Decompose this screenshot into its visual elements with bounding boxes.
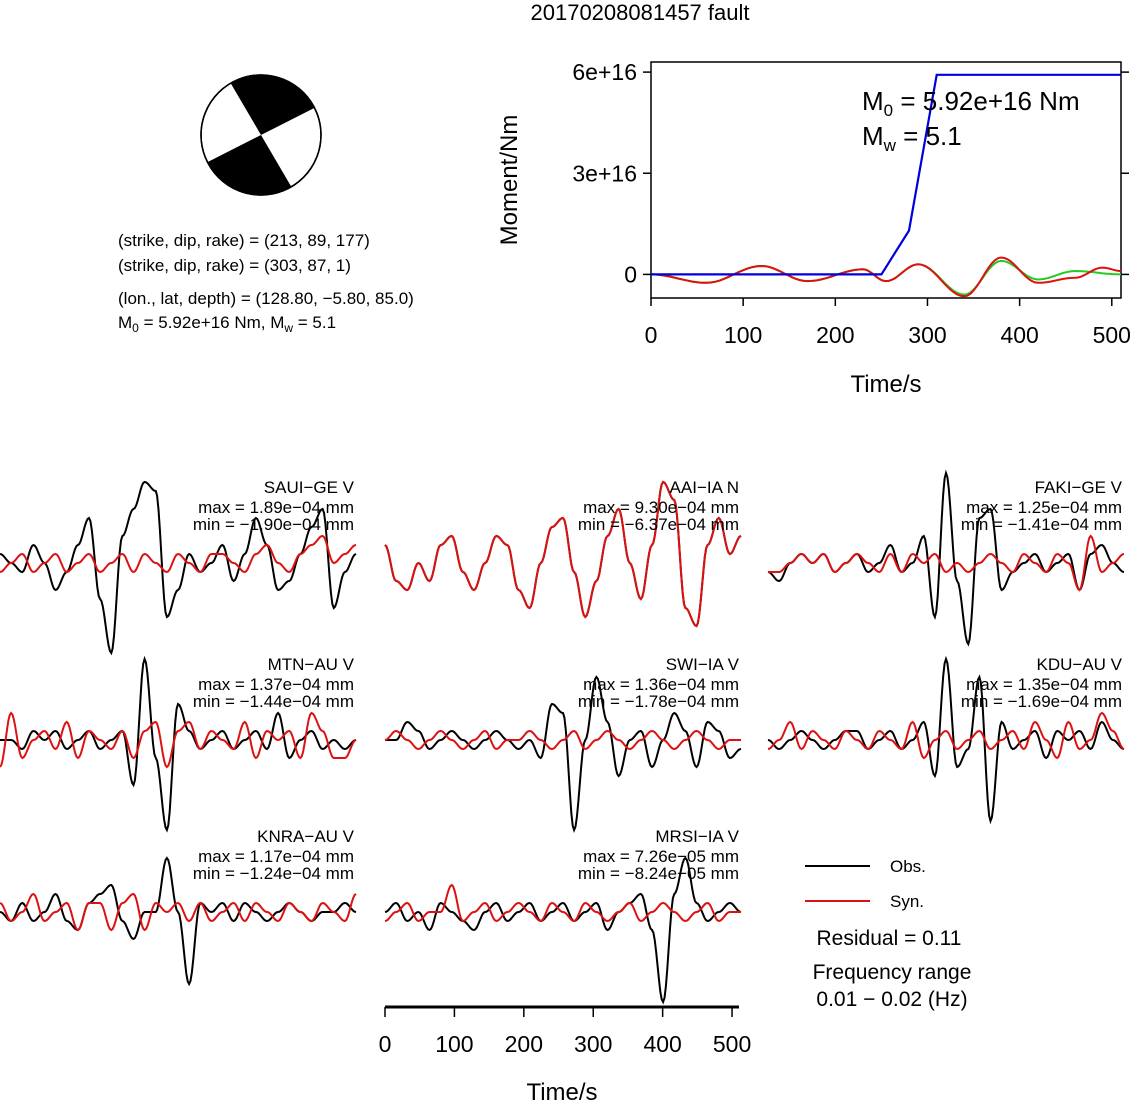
station-max: max = 1.25e−04 mm bbox=[966, 498, 1122, 517]
station-min: min = −1.78e−04 mm bbox=[578, 692, 739, 711]
station-min: min = −1.41e−04 mm bbox=[961, 515, 1122, 534]
station-name: AAI−IA N bbox=[670, 478, 739, 497]
moment-xtick-label: 0 bbox=[645, 322, 658, 348]
legend-obs-label: Obs. bbox=[890, 857, 926, 876]
moment-chart: 0 3e+16 6e+16 0 100 200 300 400 500 M0 = 5.92e+… bbox=[496, 59, 1131, 398]
page-title: 20170208081457 fault bbox=[531, 0, 750, 25]
waveform-xlabel: Time/s bbox=[526, 1079, 597, 1104]
station-name: MRSI−IA V bbox=[655, 827, 739, 846]
station-name: KDU−AU V bbox=[1037, 655, 1123, 674]
synthetic-waveform bbox=[384, 729, 741, 751]
station-min: min = −1.24e−04 mm bbox=[193, 864, 354, 883]
station-name: MTN−AU V bbox=[268, 655, 355, 674]
moment-xlabel: Time/s bbox=[850, 371, 921, 398]
station-min: min = −6.37e−04 mm bbox=[578, 515, 739, 534]
station-max: max = 1.35e−04 mm bbox=[966, 675, 1122, 694]
observed-waveform bbox=[385, 675, 742, 833]
moment-ytick-label: 6e+16 bbox=[572, 59, 637, 85]
station-name: SAUI−GE V bbox=[264, 478, 355, 497]
station-name: SWI−IA V bbox=[666, 655, 740, 674]
strike-line-1: (strike, dip, rake) = (213, 89, 177) bbox=[118, 231, 370, 250]
moment-ylabel: Moment/Nm bbox=[496, 115, 523, 246]
moment-xtick-label: 300 bbox=[908, 322, 946, 348]
waveform-xtick-label: 200 bbox=[505, 1031, 543, 1057]
moment-plot-frame bbox=[650, 61, 1122, 299]
station-min: min = −1.44e−04 mm bbox=[193, 692, 354, 711]
waveform-xtick-label: 100 bbox=[435, 1031, 473, 1057]
station-name: KNRA−AU V bbox=[257, 827, 354, 846]
waveform-xtick-label: 500 bbox=[713, 1031, 751, 1057]
station-max: max = 1.89e−04 mm bbox=[198, 498, 354, 517]
station-max: max = 7.26e−05 mm bbox=[583, 847, 739, 866]
waveform-xtick-label: 0 bbox=[379, 1031, 392, 1057]
waveform-xtick-label: 300 bbox=[574, 1031, 612, 1057]
beachball-icon bbox=[200, 74, 322, 196]
legend: Obs. Syn. Residual = 0.11 Frequency rang… bbox=[805, 857, 971, 1011]
synthetic-waveform bbox=[0, 711, 357, 769]
residual-text: Residual = 0.11 bbox=[817, 927, 962, 950]
moment-xtick-label: 200 bbox=[816, 322, 854, 348]
station-max: max = 9.30e−04 mm bbox=[583, 498, 739, 517]
moment-waveform-red bbox=[650, 256, 1121, 298]
frequency-title: Frequency range bbox=[813, 961, 972, 984]
observed-waveform bbox=[0, 655, 357, 833]
synthetic-waveform bbox=[0, 892, 357, 932]
station-min: min = −1.90e−04 mm bbox=[193, 515, 354, 534]
moment-xtick-label: 400 bbox=[1000, 322, 1038, 348]
synthetic-waveform bbox=[0, 534, 357, 574]
moment-ytick-label: 3e+16 bbox=[572, 160, 637, 186]
waveform-time-axis: 0 100 200 300 400 500 Time/s bbox=[379, 1005, 751, 1104]
strike-line-2: (strike, dip, rake) = (303, 87, 1) bbox=[118, 256, 351, 275]
station-max: max = 1.36e−04 mm bbox=[583, 675, 739, 694]
moment-xtick-label: 500 bbox=[1093, 322, 1131, 348]
observed-waveform bbox=[767, 655, 1125, 825]
moment-annotation-m0: M0 = 5.92e+16 Nm bbox=[862, 86, 1080, 120]
moment-line: M0 = 5.92e+16 Nm, Mw = 5.1 bbox=[118, 313, 336, 335]
station-name: FAKI−GE V bbox=[1035, 478, 1123, 497]
moment-xtick-label: 100 bbox=[724, 322, 762, 348]
location-line: (lon., lat, depth) = (128.80, −5.80, 85.… bbox=[118, 289, 414, 308]
legend-syn-label: Syn. bbox=[890, 892, 924, 911]
synthetic-waveform bbox=[384, 883, 741, 923]
moment-function-line bbox=[651, 73, 1121, 276]
waveform-xtick-label: 400 bbox=[643, 1031, 681, 1057]
station-max: max = 1.37e−04 mm bbox=[198, 675, 354, 694]
frequency-value: 0.01 − 0.02 (Hz) bbox=[816, 988, 967, 1011]
moment-annotation-mw: Mw = 5.1 bbox=[862, 121, 962, 155]
synthetic-waveform bbox=[384, 480, 742, 628]
moment-ytick-label: 0 bbox=[624, 261, 637, 287]
synthetic-waveform bbox=[768, 534, 1125, 592]
synthetic-waveform bbox=[767, 711, 1125, 760]
station-max: max = 1.17e−04 mm bbox=[198, 847, 354, 866]
station-min: min = −1.69e−04 mm bbox=[961, 692, 1122, 711]
station-min: min = −8.24e−05 mm bbox=[578, 864, 739, 883]
